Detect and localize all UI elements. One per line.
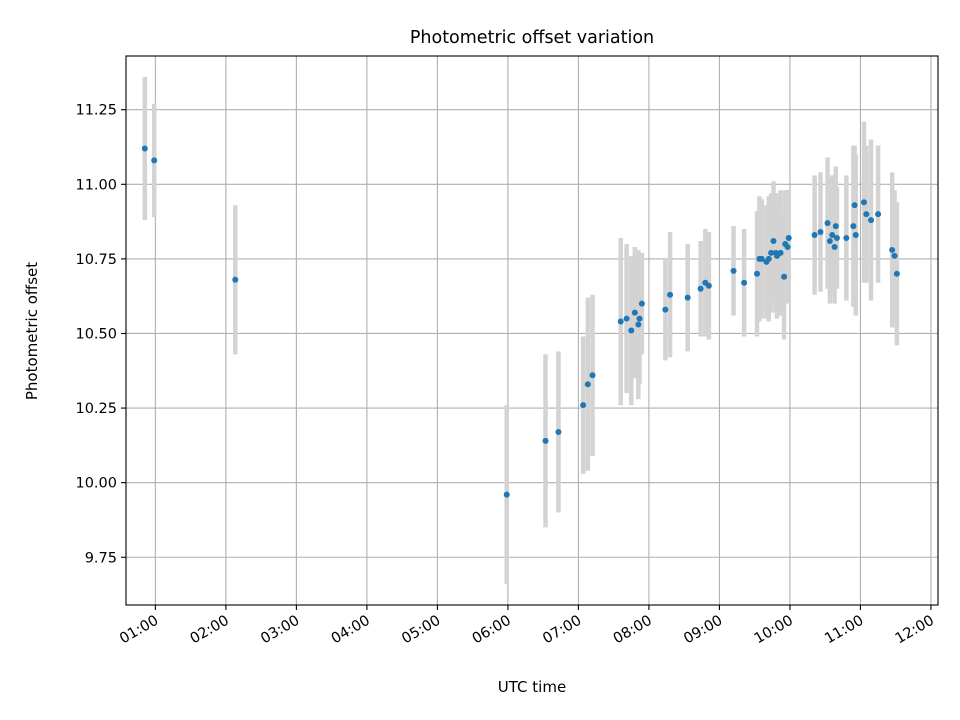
plot-area-frame <box>125 55 939 606</box>
data-point <box>781 273 788 280</box>
data-point <box>831 243 838 250</box>
data-point <box>662 306 669 313</box>
data-point <box>863 211 870 218</box>
data-point <box>891 252 898 259</box>
data-point <box>850 223 857 230</box>
y-tick-label: 10.25 <box>75 401 117 417</box>
data-points <box>141 145 900 498</box>
data-point <box>638 300 645 307</box>
data-point <box>893 270 900 277</box>
data-point <box>777 249 784 256</box>
data-point <box>697 285 704 292</box>
x-axis-title: UTC time <box>498 678 566 696</box>
y-tick-label: 11.25 <box>75 103 117 119</box>
data-point <box>542 437 549 444</box>
y-tick-label: 10.75 <box>75 252 117 268</box>
y-tick-label: 9.75 <box>85 550 117 566</box>
data-point <box>817 229 824 236</box>
data-point <box>851 202 858 209</box>
y-tick-label: 10.00 <box>75 476 117 492</box>
data-point <box>141 145 148 152</box>
data-point <box>868 217 875 224</box>
y-axis-title: Photometric offset <box>23 262 41 400</box>
data-point <box>833 235 840 242</box>
data-point <box>741 279 748 286</box>
data-point <box>832 223 839 230</box>
y-tick-label: 10.50 <box>75 326 117 342</box>
data-point <box>580 402 587 409</box>
data-point <box>705 282 712 289</box>
grid <box>126 56 938 605</box>
data-point <box>889 246 896 253</box>
data-point <box>635 321 642 328</box>
data-point <box>811 232 818 239</box>
y-axis-ticks: 9.75 10.00 10.25 10.50 10.75 11.00 11.25 <box>75 103 126 566</box>
data-point <box>589 372 596 379</box>
data-point <box>151 157 158 164</box>
data-point <box>754 270 761 277</box>
data-point <box>875 211 882 218</box>
data-point <box>770 237 777 244</box>
data-point <box>784 243 791 250</box>
data-point <box>768 249 775 256</box>
data-point <box>631 309 638 316</box>
data-point <box>826 237 833 244</box>
data-point <box>860 199 867 206</box>
data-point <box>667 291 674 298</box>
data-point <box>829 232 836 239</box>
data-point <box>843 235 850 242</box>
data-point <box>824 220 831 227</box>
data-point <box>785 235 792 242</box>
data-point <box>628 327 635 334</box>
data-point <box>555 428 562 435</box>
data-point <box>503 491 510 498</box>
chart-title: Photometric offset variation <box>410 28 654 48</box>
data-point <box>617 318 624 325</box>
y-tick-label: 11.00 <box>75 177 117 193</box>
data-point <box>684 294 691 301</box>
data-point <box>758 255 765 262</box>
data-point <box>730 267 737 274</box>
data-point <box>623 315 630 322</box>
data-point <box>636 315 643 322</box>
data-point <box>765 255 772 262</box>
data-point <box>852 232 859 239</box>
data-point <box>232 276 239 283</box>
data-point <box>584 381 591 388</box>
